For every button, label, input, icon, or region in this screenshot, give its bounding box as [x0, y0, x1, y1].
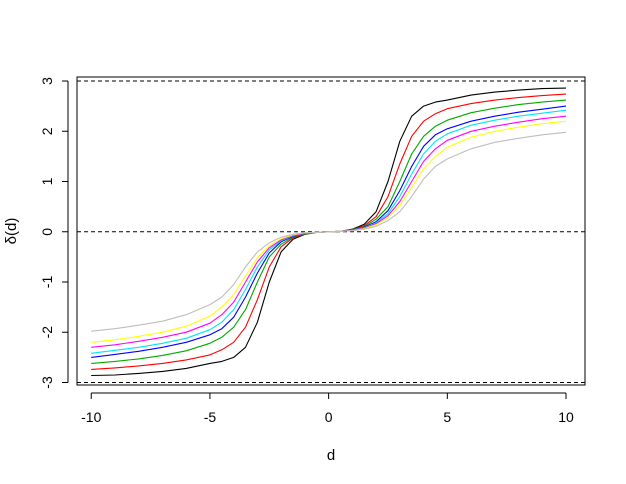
x-axis-title: d [327, 447, 335, 464]
y-tick-label: 3 [39, 77, 55, 85]
y-tick-label: 2 [39, 127, 55, 135]
y-axis: -3 -2 -1 0 1 2 3 [39, 77, 69, 389]
plot-frame [76, 76, 586, 386]
y-tick-label: -1 [39, 276, 55, 289]
x-tick-label: 10 [558, 409, 574, 425]
x-tick-label: 5 [443, 409, 451, 425]
x-tick-label: -5 [204, 409, 217, 425]
series-lines [91, 87, 567, 377]
x-axis: -10 -5 0 5 10 [81, 392, 574, 425]
x-tick-label: -10 [81, 409, 101, 425]
y-axis-title: δ(d) [3, 218, 20, 245]
y-tick-label: 1 [39, 177, 55, 185]
y-tick-label: 0 [39, 228, 55, 236]
y-tick-label: -3 [39, 376, 55, 389]
x-tick-label: 0 [325, 409, 333, 425]
y-tick-label: -2 [39, 326, 55, 339]
series-line [91, 131, 567, 332]
